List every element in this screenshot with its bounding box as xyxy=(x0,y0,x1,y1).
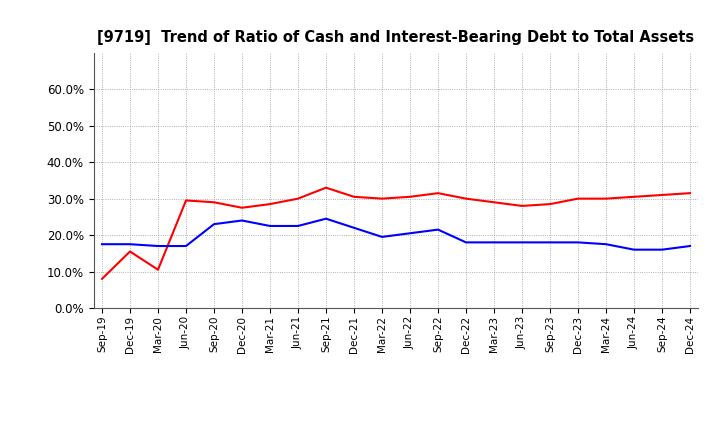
Cash xyxy=(378,196,387,201)
Cash xyxy=(546,202,554,207)
Cash xyxy=(126,249,135,254)
Cash xyxy=(181,198,190,203)
Interest-Bearing Debt xyxy=(378,234,387,239)
Cash xyxy=(210,200,218,205)
Interest-Bearing Debt xyxy=(574,240,582,245)
Cash xyxy=(98,276,107,282)
Cash xyxy=(630,194,639,199)
Title: [9719]  Trend of Ratio of Cash and Interest-Bearing Debt to Total Assets: [9719] Trend of Ratio of Cash and Intere… xyxy=(97,29,695,45)
Cash xyxy=(490,200,498,205)
Interest-Bearing Debt xyxy=(238,218,246,223)
Interest-Bearing Debt xyxy=(462,240,470,245)
Interest-Bearing Debt xyxy=(153,243,162,249)
Interest-Bearing Debt xyxy=(266,224,274,229)
Interest-Bearing Debt xyxy=(546,240,554,245)
Cash xyxy=(602,196,611,201)
Cash xyxy=(238,205,246,210)
Interest-Bearing Debt xyxy=(630,247,639,252)
Cash xyxy=(433,191,442,196)
Cash xyxy=(294,196,302,201)
Line: Cash: Cash xyxy=(102,188,690,279)
Interest-Bearing Debt xyxy=(350,225,359,231)
Interest-Bearing Debt xyxy=(685,243,694,249)
Legend: Cash, Interest-Bearing Debt: Cash, Interest-Bearing Debt xyxy=(258,437,534,440)
Interest-Bearing Debt xyxy=(433,227,442,232)
Cash xyxy=(657,192,666,198)
Cash xyxy=(462,196,470,201)
Interest-Bearing Debt xyxy=(602,242,611,247)
Interest-Bearing Debt xyxy=(181,243,190,249)
Cash xyxy=(322,185,330,191)
Interest-Bearing Debt xyxy=(126,242,135,247)
Interest-Bearing Debt xyxy=(294,224,302,229)
Cash xyxy=(350,194,359,199)
Interest-Bearing Debt xyxy=(657,247,666,252)
Interest-Bearing Debt xyxy=(322,216,330,221)
Interest-Bearing Debt xyxy=(210,221,218,227)
Cash xyxy=(153,267,162,272)
Line: Interest-Bearing Debt: Interest-Bearing Debt xyxy=(102,219,690,249)
Interest-Bearing Debt xyxy=(98,242,107,247)
Interest-Bearing Debt xyxy=(490,240,498,245)
Cash xyxy=(405,194,414,199)
Interest-Bearing Debt xyxy=(405,231,414,236)
Cash xyxy=(685,191,694,196)
Cash xyxy=(518,203,526,209)
Cash xyxy=(266,202,274,207)
Cash xyxy=(574,196,582,201)
Interest-Bearing Debt xyxy=(518,240,526,245)
